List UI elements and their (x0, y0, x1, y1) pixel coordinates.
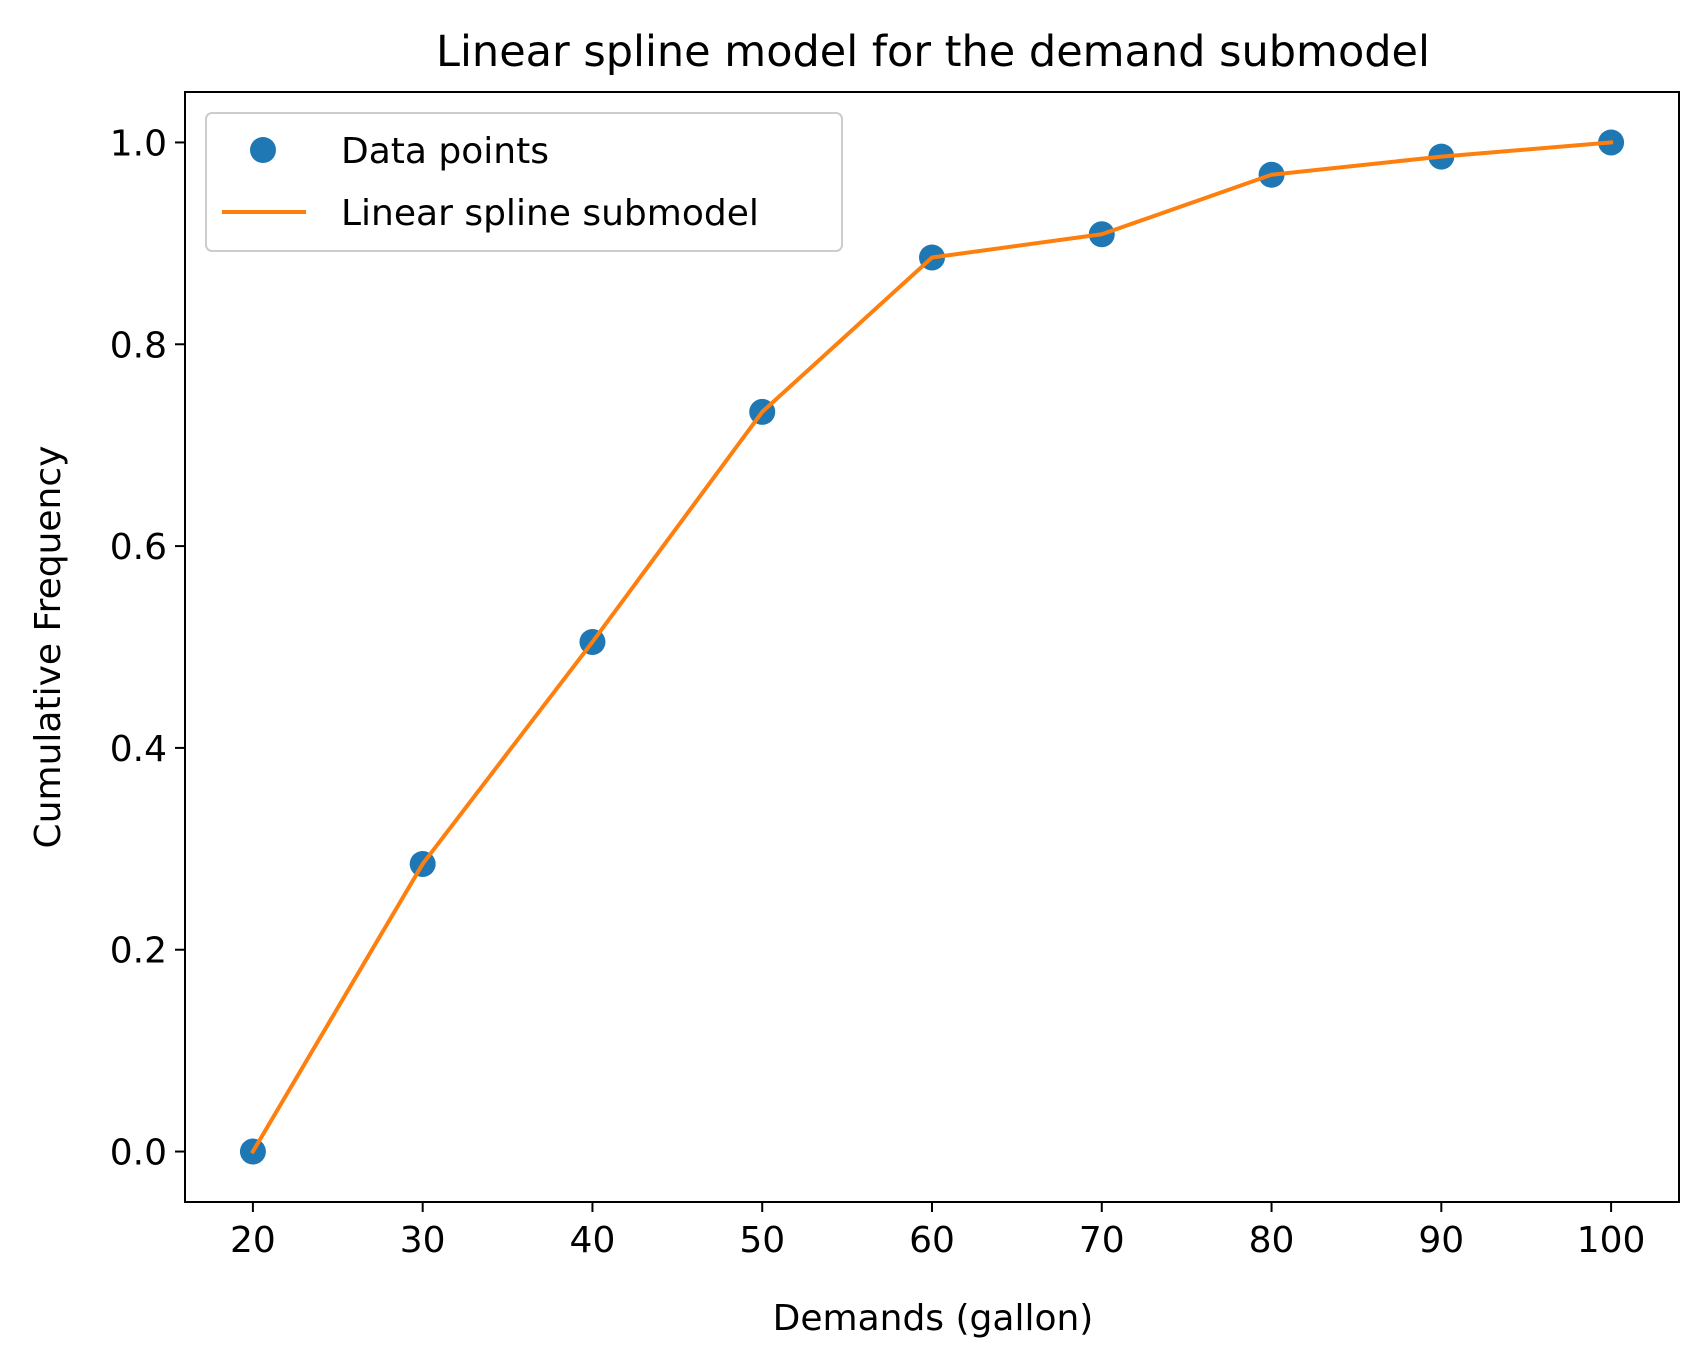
y-tick-label: 0.0 (110, 1133, 167, 1174)
x-tick-label: 50 (739, 1220, 785, 1261)
y-tick-label: 0.4 (110, 729, 167, 770)
y-tick-label: 0.6 (110, 527, 167, 568)
y-tick-label: 1.0 (110, 123, 167, 164)
x-axis-label: Demands (gallon) (773, 1298, 1094, 1339)
x-tick-label: 90 (1418, 1220, 1464, 1261)
plot-area (239, 129, 1625, 1165)
y-tick-label: 0.2 (110, 931, 167, 972)
x-tick-label: 80 (1249, 1220, 1295, 1261)
y-axis: 0.0 0.2 0.4 0.6 0.8 1.0 (110, 123, 185, 1174)
legend-box (205, 112, 843, 252)
y-tick-label: 0.8 (110, 325, 167, 366)
legend-label-data-points: Data points (341, 131, 549, 172)
y-axis-label: Cumulative Frequency (28, 446, 69, 849)
x-tick-label: 70 (1079, 1220, 1125, 1261)
x-tick-label: 30 (400, 1220, 446, 1261)
chart-title: Linear spline model for the demand submo… (436, 27, 1430, 77)
legend-label-linear-spline: Linear spline submodel (341, 193, 759, 234)
x-axis: 20 30 40 50 60 70 80 90 100 (230, 1202, 1645, 1261)
x-tick-label: 60 (909, 1220, 955, 1261)
x-tick-label: 40 (570, 1220, 616, 1261)
x-tick-label: 100 (1577, 1220, 1646, 1261)
linear-spline-line (250, 140, 1614, 1155)
x-tick-label: 20 (230, 1220, 276, 1261)
legend-marker-data-points (250, 137, 276, 163)
legend: Data points Linear spline submodel (205, 112, 843, 252)
